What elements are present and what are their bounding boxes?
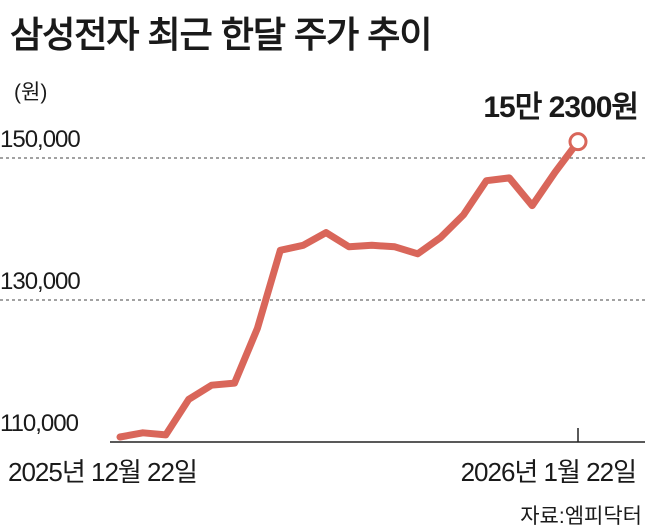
series-line bbox=[116, 138, 582, 441]
source-note: 자료:엠피닥터 bbox=[520, 505, 642, 528]
y-tick-label-150000: 150,000 bbox=[0, 126, 81, 153]
x-axis-start-label: 2025년 12월 22일 bbox=[8, 457, 198, 487]
x-axis-end-label: 2026년 1월 22일 bbox=[460, 457, 637, 487]
last-point-marker bbox=[568, 132, 588, 152]
y-tick-label-110000: 110,000 bbox=[0, 410, 79, 437]
y-tick-label-130000: 130,000 bbox=[0, 268, 81, 295]
chart-title: 삼성전자 최근 한달 주가 추이 bbox=[10, 14, 432, 55]
last-value-label: 15만 2300원 bbox=[483, 91, 639, 124]
y-axis-unit: (원) bbox=[14, 81, 48, 104]
